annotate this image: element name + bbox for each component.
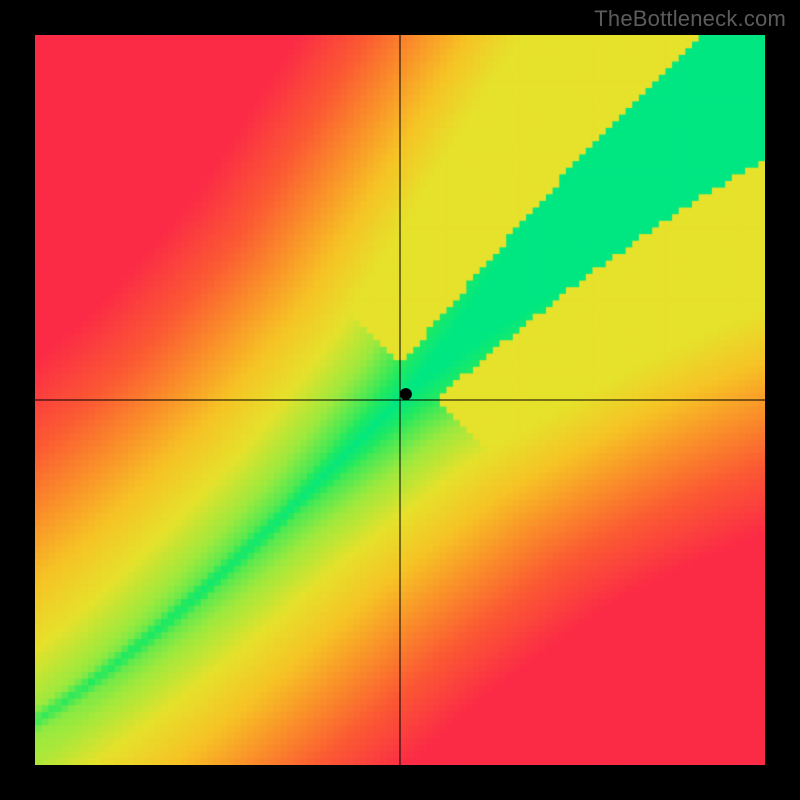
chart-frame: TheBottleneck.com [0, 0, 800, 800]
watermark-text: TheBottleneck.com [594, 6, 786, 32]
bottleneck-heatmap [35, 35, 765, 765]
